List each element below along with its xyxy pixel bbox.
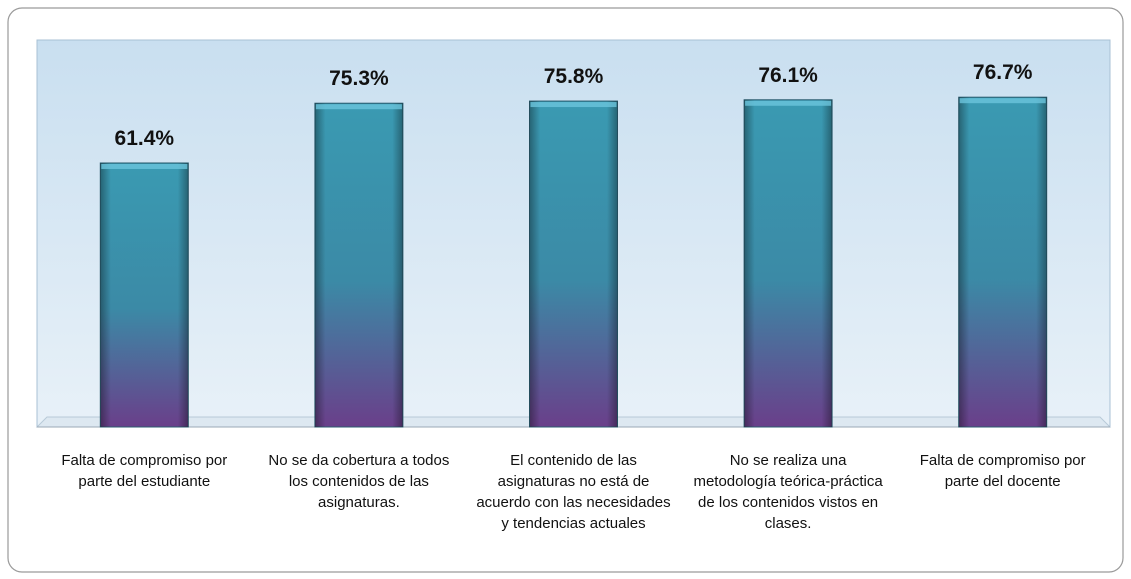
bar-top — [101, 163, 188, 169]
bar — [314, 102, 404, 428]
x-tick-label: No se realiza una metodología teórica-pr… — [693, 452, 883, 532]
x-tick-label: El contenido de las asignaturas no está … — [476, 452, 671, 532]
bar — [99, 162, 189, 428]
bar — [743, 99, 833, 428]
bar — [958, 96, 1048, 428]
bar-top — [959, 98, 1046, 104]
x-tick-label: No se da cobertura a todos los contenido… — [268, 452, 450, 511]
bar-top — [530, 102, 617, 108]
value-label: 61.4% — [115, 127, 175, 150]
value-label: 76.7% — [973, 61, 1033, 84]
value-label: 75.3% — [329, 67, 389, 90]
x-tick-label: Falta de compromiso por parte del docent… — [919, 452, 1086, 490]
bar-top — [315, 104, 402, 110]
value-label: 76.1% — [758, 64, 818, 87]
bar — [529, 100, 618, 428]
x-tick-label: Falta de compromiso por parte del estudi… — [61, 452, 228, 490]
value-label: 75.8% — [544, 65, 604, 88]
bar-top — [745, 100, 832, 106]
